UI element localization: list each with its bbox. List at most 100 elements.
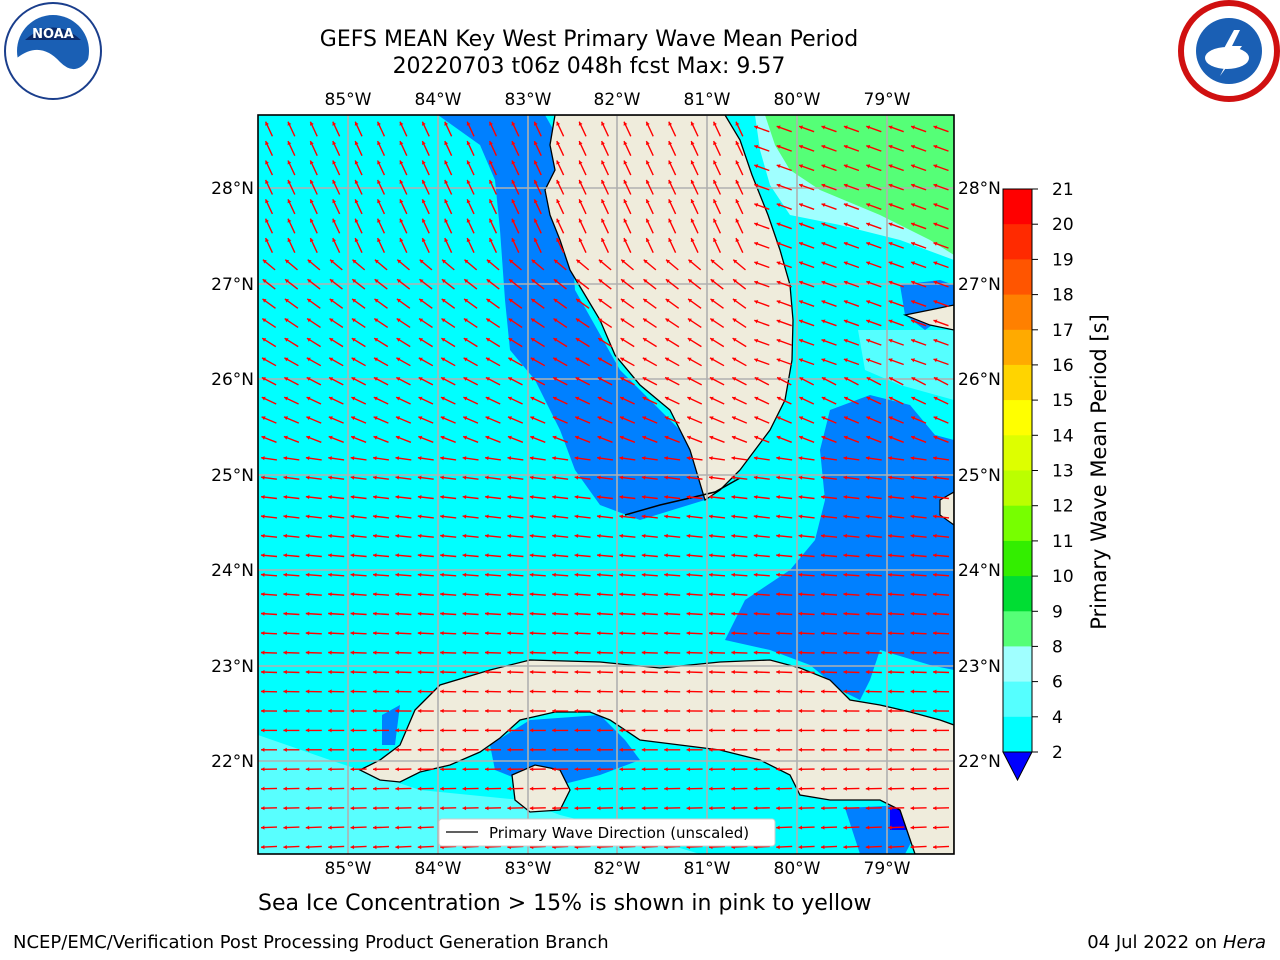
wave-arrow-head <box>463 338 468 342</box>
wave-arrow-head <box>440 806 444 811</box>
wave-arrow-head <box>419 279 424 283</box>
wave-arrow-head <box>332 141 337 146</box>
wave-arrow-head <box>485 650 489 655</box>
wave-arrow-head <box>821 650 825 655</box>
wave-arrow-head <box>621 279 625 283</box>
wave-arrow-head <box>686 611 691 616</box>
wave-arrow-head <box>642 377 647 381</box>
lon-label-top: 81°W <box>684 90 731 110</box>
wave-arrow-head <box>328 416 333 421</box>
lon-labels-bottom: 85°W 84°W 83°W 82°W 81°W 80°W 79°W <box>325 859 911 879</box>
colorbar-tick-label: 18 <box>1052 286 1074 306</box>
wave-arrow-head <box>731 747 735 752</box>
wave-arrow-head <box>843 338 848 343</box>
wave-arrow-head <box>261 533 265 538</box>
wave-arrow-head <box>843 435 848 440</box>
wave-arrow-head <box>798 825 803 830</box>
wave-arrow-head <box>351 318 356 323</box>
wave-arrow-head <box>373 514 377 519</box>
wave-arrow-head <box>396 416 400 421</box>
wave-arrow-head <box>753 747 758 752</box>
wave-arrow-head <box>735 199 740 204</box>
wave-arrow-head <box>265 199 269 204</box>
wave-arrow-head <box>305 728 310 733</box>
wave-arrow-head <box>619 514 624 519</box>
wave-arrow-head <box>709 377 714 381</box>
wave-arrow-head <box>507 435 512 440</box>
wave-arrow-head <box>373 708 377 713</box>
wave-arrow-head <box>464 259 469 264</box>
wave-arrow-head <box>911 319 915 324</box>
lon-label-bottom: 80°W <box>774 859 821 879</box>
wave-arrow-head <box>646 218 650 223</box>
map-frame <box>257 114 955 855</box>
wave-arrow-head <box>395 728 399 733</box>
wave-arrow-head <box>285 259 290 264</box>
wave-arrow-head <box>328 631 332 636</box>
wave-arrow-head <box>910 670 915 675</box>
wave-arrow-head <box>933 241 938 246</box>
wave-arrow-head <box>686 670 691 675</box>
wave-arrow-head <box>643 318 648 323</box>
wave-arrow-head <box>799 358 803 363</box>
wave-arrow-head <box>709 786 713 791</box>
wave-arrow-head <box>753 514 758 519</box>
wave-arrow-head <box>664 456 668 461</box>
wave-arrow-head <box>933 572 937 577</box>
wave-arrow-head <box>911 222 915 227</box>
wave-arrow-head <box>753 631 758 636</box>
wave-arrow-head <box>798 670 803 675</box>
wave-arrow-head <box>507 514 512 519</box>
wave-arrow-head <box>843 631 847 636</box>
wave-arrow-head <box>799 183 803 188</box>
wave-arrow-head <box>710 298 715 303</box>
wave-arrow-head <box>351 357 356 362</box>
wave-arrow-head <box>395 553 399 558</box>
wave-arrow-head <box>354 218 359 223</box>
lat-label-left: 27°N <box>211 275 254 295</box>
wave-arrow-head <box>329 377 334 381</box>
wave-arrow-head <box>417 592 422 597</box>
wave-arrow-head <box>620 318 625 323</box>
wave-arrow-head <box>261 416 266 421</box>
wave-arrow-head <box>798 650 803 655</box>
wave-arrow-head <box>646 179 650 184</box>
wave-arrow-head <box>328 728 332 733</box>
wave-arrow-head <box>798 845 803 850</box>
wave-arrow-head <box>351 416 356 421</box>
wave-arrow-head <box>574 475 579 480</box>
wave-arrow-head <box>911 183 915 188</box>
wave-arrow-head <box>753 786 758 791</box>
wave-arrow-head <box>283 689 287 694</box>
wave-arrow-head <box>485 514 489 519</box>
wave-arrow-head <box>552 786 556 791</box>
wave-arrow-head <box>710 357 714 362</box>
wave-arrow-head <box>262 259 267 264</box>
wave-arrow-head <box>332 218 337 223</box>
ocean-blue-region-straits <box>725 395 954 700</box>
wave-arrow-head <box>262 279 267 283</box>
wave-arrow-head <box>731 806 735 811</box>
wave-arrow-head <box>911 280 915 285</box>
wave-arrow-head <box>776 825 780 830</box>
wave-arrow-head <box>843 767 847 772</box>
wave-arrow-head <box>418 435 423 440</box>
wave-arrow-head <box>373 396 378 401</box>
wave-arrow-head <box>261 514 265 519</box>
wave-arrow-head <box>821 572 825 577</box>
wave-arrow-head <box>417 553 422 558</box>
wave-arrow-head <box>261 377 266 381</box>
wave-arrow-head <box>534 121 538 126</box>
wave-arrow-head <box>843 786 847 791</box>
wave-arrow-head <box>444 238 449 243</box>
wave-arrow-head <box>351 435 356 440</box>
wave-arrow-head <box>731 514 736 519</box>
wave-arrow-head <box>735 141 740 146</box>
wave-arrow-head <box>641 572 646 577</box>
wave-arrow-head <box>731 708 735 713</box>
wave-arrow-head <box>641 553 646 558</box>
wave-arrow-head <box>575 338 580 342</box>
wave-arrow-head <box>668 160 673 165</box>
wave-arrow-head <box>552 708 556 713</box>
wave-arrow-head <box>440 611 444 616</box>
